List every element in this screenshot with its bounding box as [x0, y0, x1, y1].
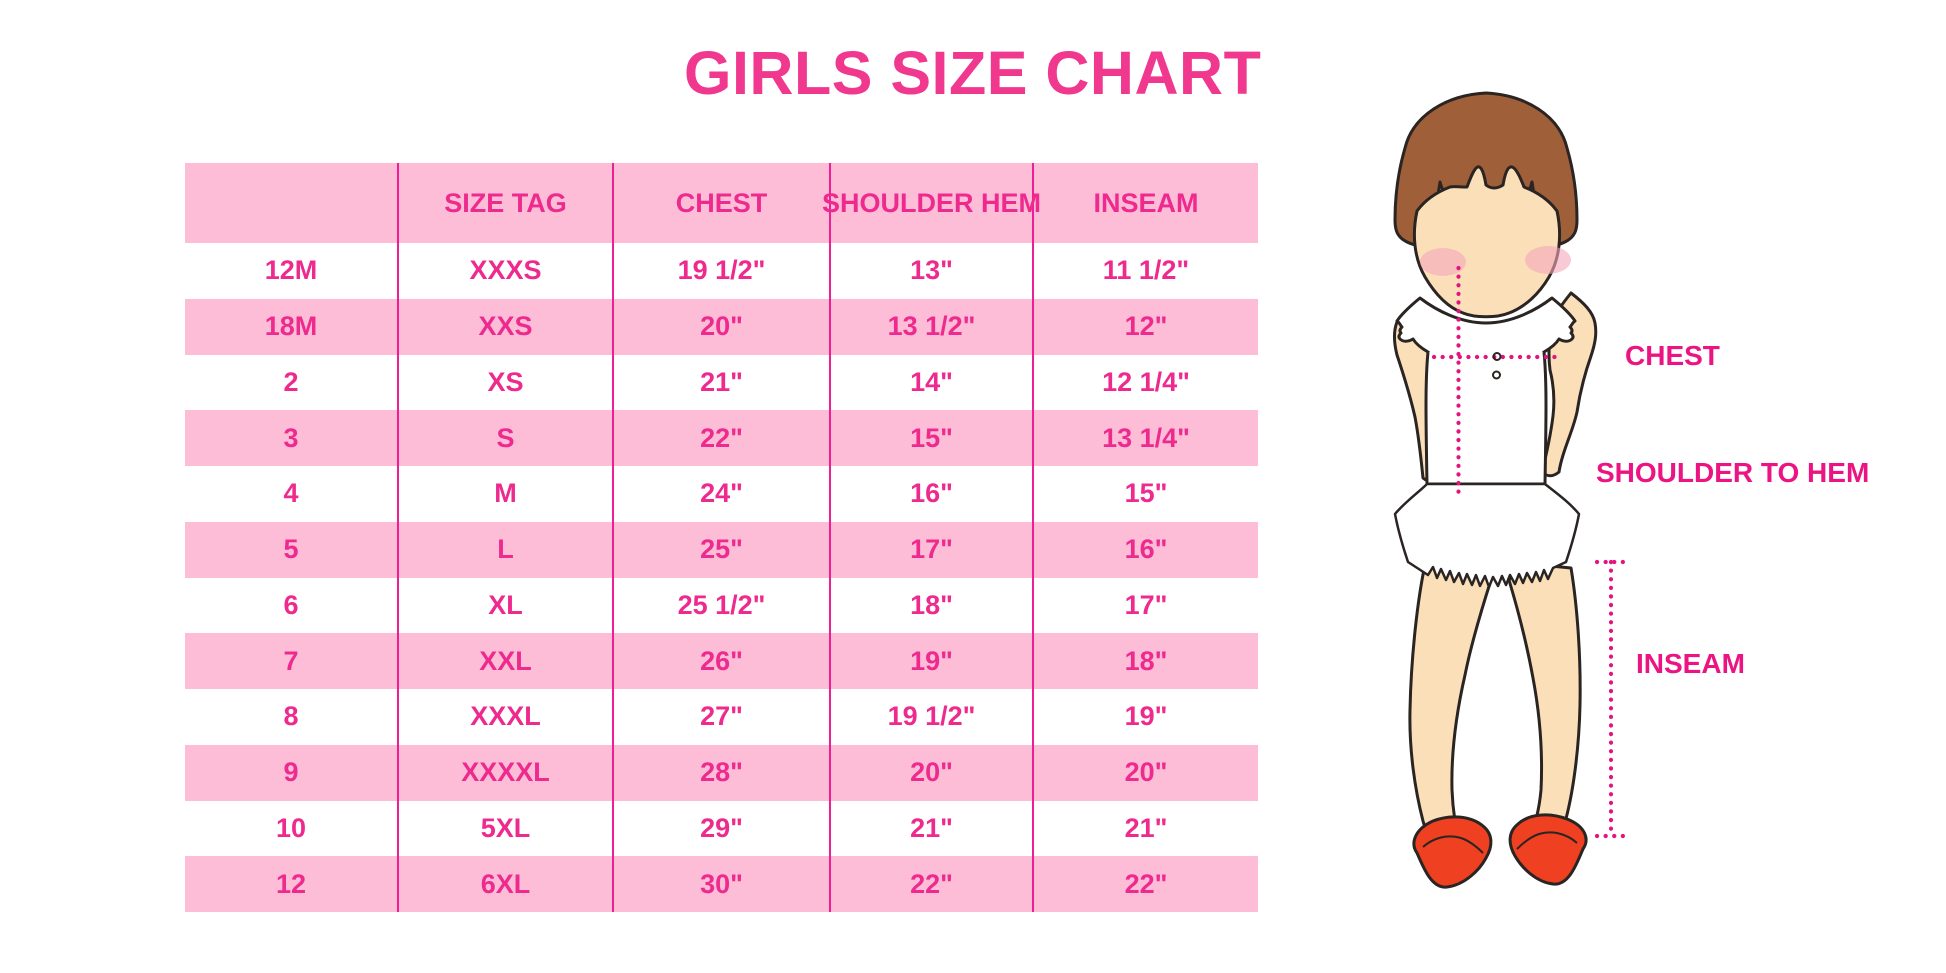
- svg-text:CHEST: CHEST: [1625, 340, 1720, 371]
- svg-text:INSEAM: INSEAM: [1636, 648, 1745, 679]
- svg-text:SHOULDER TO HEM: SHOULDER TO HEM: [1596, 457, 1869, 488]
